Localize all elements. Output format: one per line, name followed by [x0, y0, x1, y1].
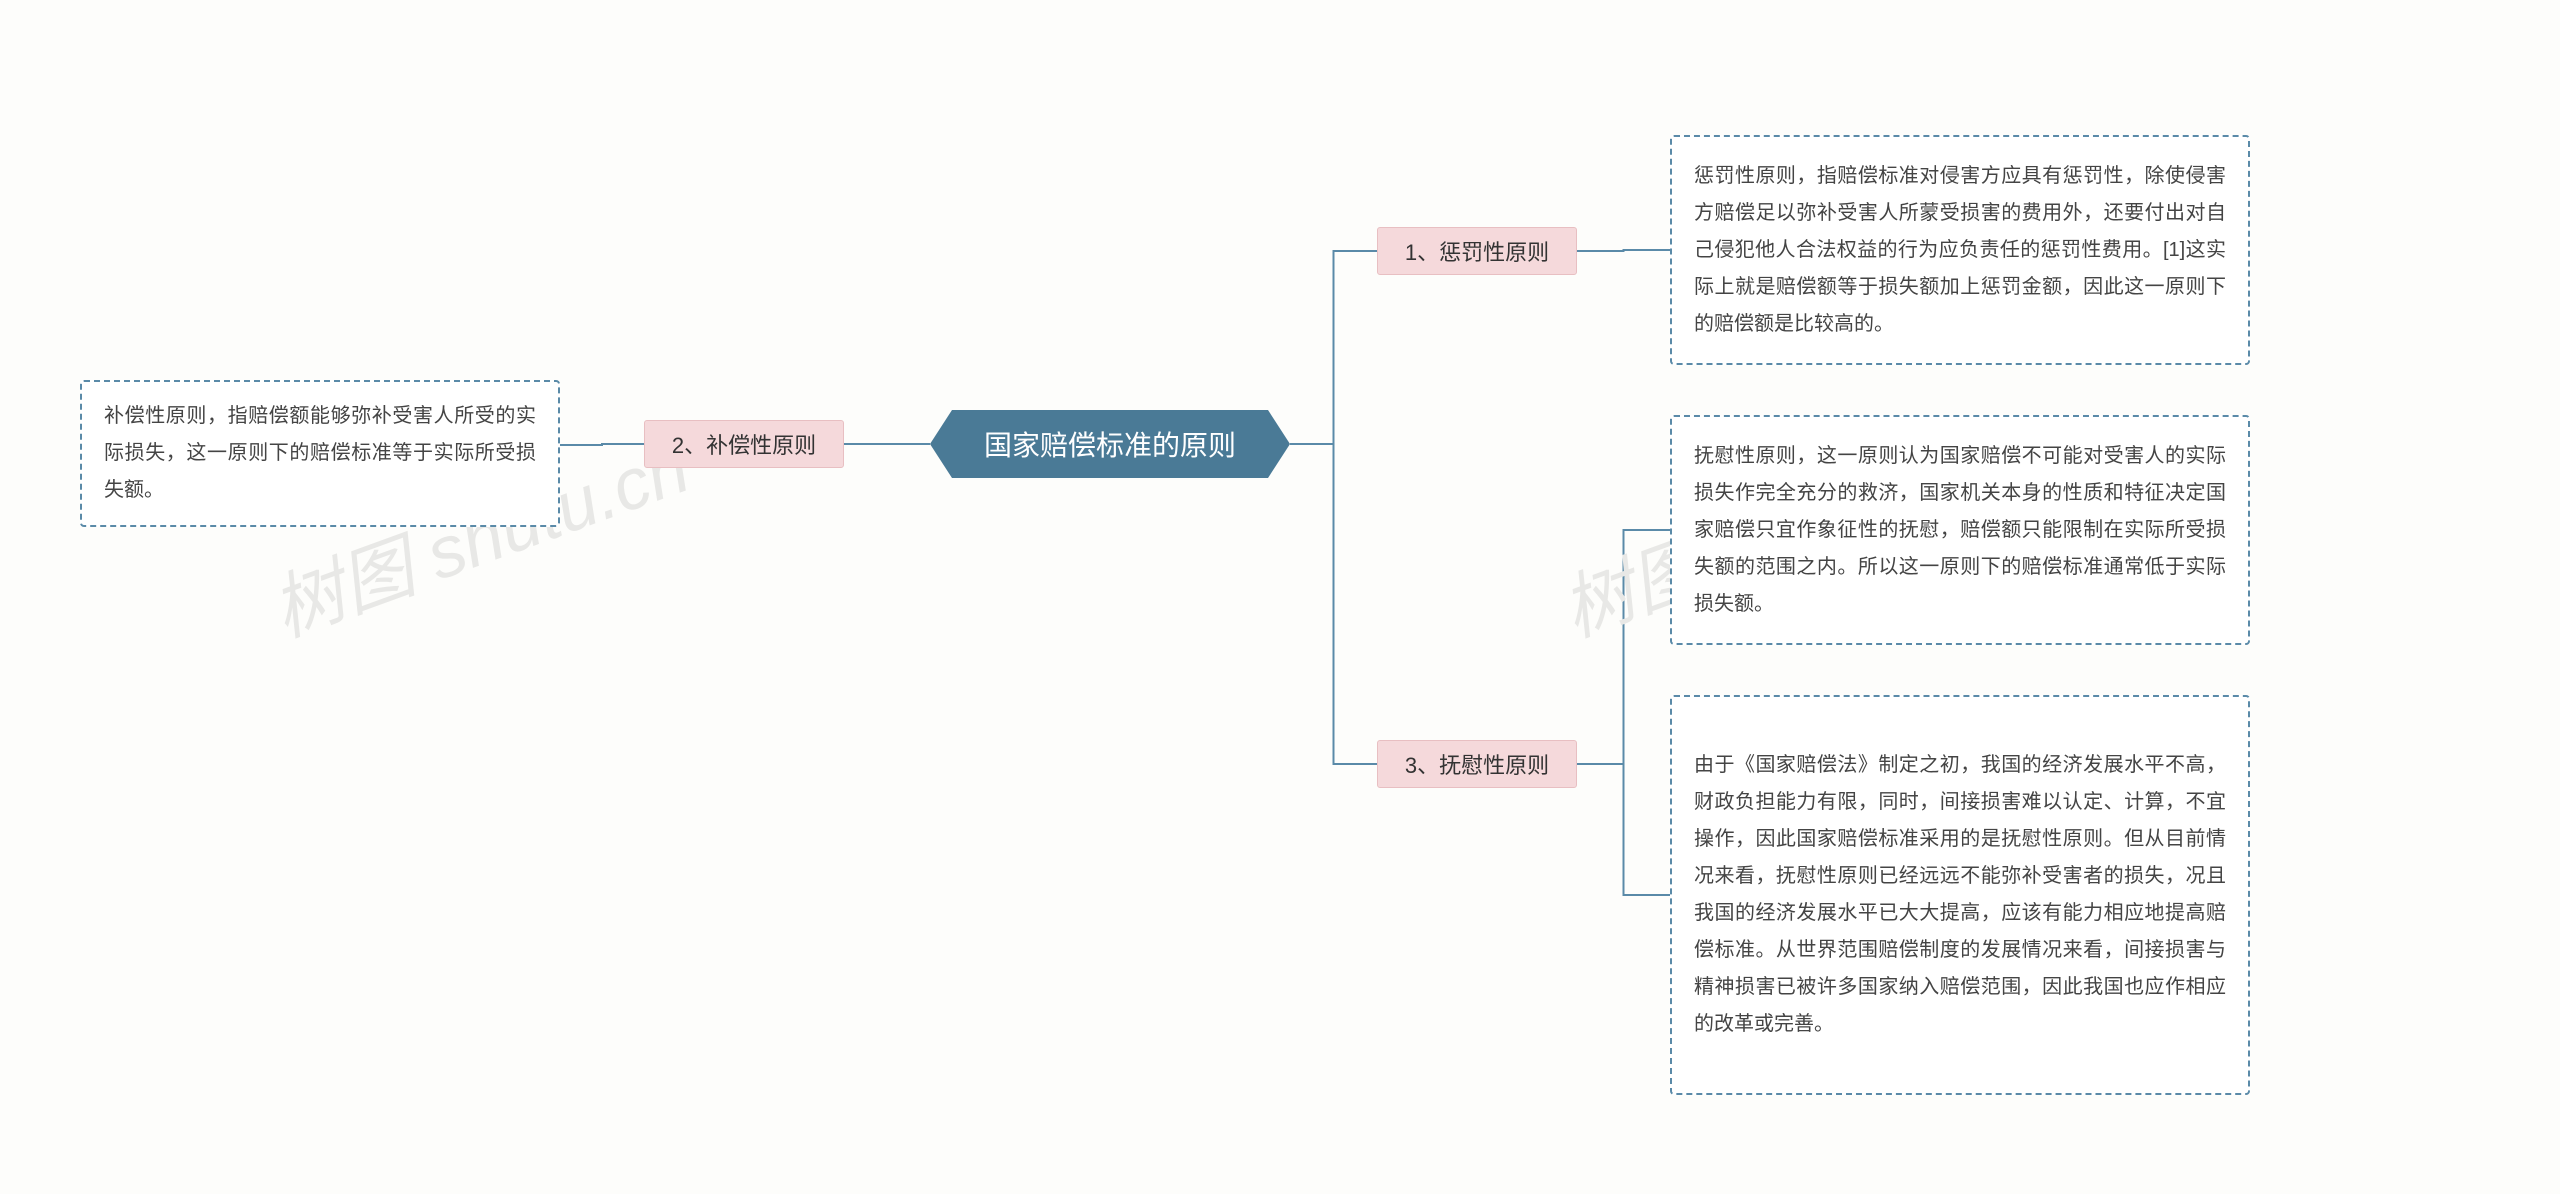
- leaf-punitive-desc: 惩罚性原则，指赔偿标准对侵害方应具有惩罚性，除使侵害方赔偿足以弥补受害人所蒙受损…: [1670, 135, 2250, 365]
- leaf-punitive-text: 惩罚性原则，指赔偿标准对侵害方应具有惩罚性，除使侵害方赔偿足以弥补受害人所蒙受损…: [1694, 158, 2226, 343]
- branch-consolatory-label: 3、抚慰性原则: [1405, 748, 1549, 780]
- leaf-consolatory-text-2: 由于《国家赔偿法》制定之初，我国的经济发展水平不高，财政负担能力有限，同时，间接…: [1694, 747, 2226, 1043]
- branch-consolatory: 3、抚慰性原则: [1377, 740, 1577, 788]
- branch-punitive-label: 1、惩罚性原则: [1405, 235, 1549, 267]
- mindmap-canvas: 树图 shutu.cn 树图 shutu.cn 国家赔偿标准的原则 1、惩罚性原…: [0, 0, 2560, 1194]
- center-topic-label: 国家赔偿标准的原则: [984, 424, 1236, 464]
- leaf-consolatory-desc-2: 由于《国家赔偿法》制定之初，我国的经济发展水平不高，财政负担能力有限，同时，间接…: [1670, 695, 2250, 1095]
- leaf-consolatory-desc-1: 抚慰性原则，这一原则认为国家赔偿不可能对受害人的实际损失作完全充分的救济，国家机…: [1670, 415, 2250, 645]
- branch-punitive: 1、惩罚性原则: [1377, 227, 1577, 275]
- branch-compensatory-label: 2、补偿性原则: [672, 428, 816, 460]
- center-topic: 国家赔偿标准的原则: [930, 410, 1290, 478]
- leaf-compensatory-desc: 补偿性原则，指赔偿额能够弥补受害人所受的实际损失，这一原则下的赔偿标准等于实际所…: [80, 380, 560, 527]
- branch-compensatory: 2、补偿性原则: [644, 420, 844, 468]
- leaf-compensatory-text: 补偿性原则，指赔偿额能够弥补受害人所受的实际损失，这一原则下的赔偿标准等于实际所…: [104, 398, 536, 509]
- leaf-consolatory-text-1: 抚慰性原则，这一原则认为国家赔偿不可能对受害人的实际损失作完全充分的救济，国家机…: [1694, 438, 2226, 623]
